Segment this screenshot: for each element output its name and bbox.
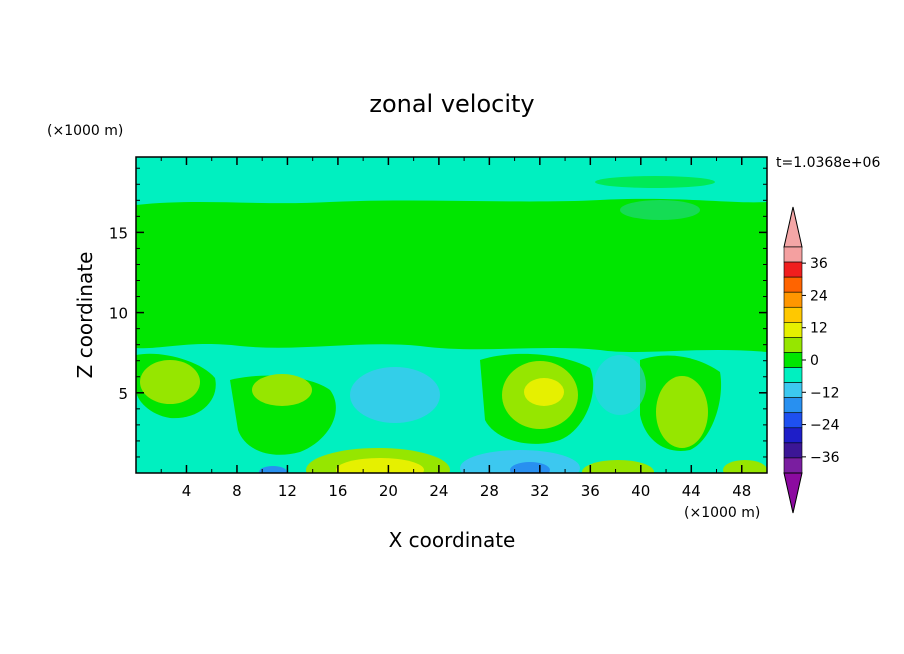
x-tick-label: 24 bbox=[429, 482, 448, 500]
y-tick-label: 5 bbox=[118, 385, 128, 403]
plot-frame bbox=[135, 156, 768, 474]
colorbar-bin bbox=[783, 337, 803, 353]
y-tick-label: 15 bbox=[109, 224, 128, 242]
x-tick-label: 44 bbox=[682, 482, 701, 500]
positive-core bbox=[723, 460, 767, 473]
colorbar-tick-label: 0 bbox=[810, 353, 819, 369]
colorbar-tick-label: −24 bbox=[810, 418, 840, 434]
colorbar-bin bbox=[783, 246, 803, 263]
positive-core bbox=[336, 458, 424, 473]
colorbar-over-arrow bbox=[783, 206, 803, 248]
colorbar-bin bbox=[783, 367, 803, 383]
time-label: t=1.0368e+06 bbox=[776, 155, 880, 171]
colorbar-bin bbox=[783, 276, 803, 293]
x-tick-label: 4 bbox=[182, 482, 192, 500]
colorbar: 36 24 12 0 −12 −24 −36 bbox=[783, 206, 840, 514]
colorbar-bin bbox=[783, 261, 803, 278]
x-axis: 4 8 12 16 20 24 28 32 36 40 44 48 bbox=[160, 157, 751, 500]
colorbar-tick-label: 36 bbox=[810, 256, 828, 272]
x-tick-label: 48 bbox=[732, 482, 751, 500]
colorbar-bin bbox=[783, 427, 803, 444]
colorbar-tick-label: 24 bbox=[810, 288, 828, 304]
upper-patch bbox=[595, 176, 715, 188]
y-tick-label: 10 bbox=[109, 305, 128, 323]
x-units-label: (×1000 m) bbox=[684, 505, 760, 521]
colorbar-bin bbox=[783, 291, 803, 308]
positive-core bbox=[582, 460, 654, 473]
velocity-field bbox=[136, 157, 767, 473]
negative-core bbox=[510, 462, 550, 473]
colorbar-bin bbox=[783, 352, 803, 368]
positive-core bbox=[252, 374, 312, 406]
x-tick-label: 32 bbox=[530, 482, 549, 500]
y-units-label: (×1000 m) bbox=[47, 123, 123, 139]
positive-core bbox=[524, 378, 564, 406]
colorbar-bin bbox=[783, 412, 803, 429]
colorbar-bin bbox=[783, 442, 803, 459]
field-band-zero bbox=[136, 198, 767, 352]
colorbar-bin bbox=[783, 322, 803, 338]
positive-core bbox=[656, 376, 708, 448]
colorbar-tick-label: −12 bbox=[810, 385, 840, 401]
negative-core bbox=[350, 367, 440, 423]
negative-core bbox=[259, 466, 287, 473]
x-tick-label: 40 bbox=[631, 482, 650, 500]
colorbar-tick-label: 12 bbox=[810, 321, 828, 337]
x-tick-label: 28 bbox=[480, 482, 499, 500]
x-tick-label: 20 bbox=[379, 482, 398, 500]
x-tick-label: 16 bbox=[328, 482, 347, 500]
upper-patch bbox=[620, 200, 700, 220]
x-axis-title: X coordinate bbox=[389, 528, 516, 552]
colorbar-bin bbox=[783, 382, 803, 398]
chart-title: zonal velocity bbox=[369, 90, 534, 118]
colorbar-bin bbox=[783, 457, 803, 474]
colorbar-under-arrow bbox=[783, 472, 803, 514]
x-tick-label: 36 bbox=[581, 482, 600, 500]
x-tick-label: 8 bbox=[232, 482, 242, 500]
x-tick-label: 12 bbox=[278, 482, 297, 500]
positive-core bbox=[140, 360, 200, 404]
y-axis-title: Z coordinate bbox=[73, 252, 97, 379]
colorbar-tick-label: −36 bbox=[810, 450, 840, 466]
colorbar-bin bbox=[783, 306, 803, 323]
colorbar-bin bbox=[783, 397, 803, 414]
negative-core bbox=[594, 355, 646, 415]
y-axis: 5 10 15 bbox=[109, 167, 767, 458]
